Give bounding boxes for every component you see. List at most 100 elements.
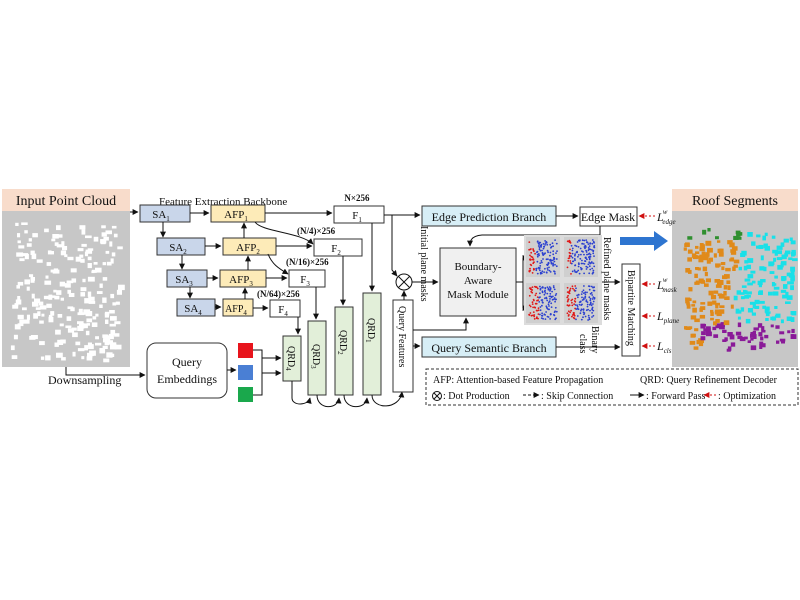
roof-point: [741, 250, 747, 256]
roof-point: [765, 312, 770, 317]
mask-point: [571, 249, 574, 252]
mask-point: [575, 318, 577, 321]
input-point: [77, 248, 84, 252]
input-point: [54, 242, 59, 246]
input-point: [64, 283, 71, 288]
roof-point: [702, 266, 708, 272]
mask-point: [555, 265, 558, 268]
mask-point: [584, 293, 587, 296]
input-point: [114, 321, 121, 325]
mask-point: [553, 260, 556, 263]
input-point: [59, 323, 64, 327]
afp-2-label: AFP: [236, 242, 256, 254]
roof-point: [710, 317, 714, 321]
input-point: [50, 251, 54, 255]
input-point: [105, 230, 112, 235]
input-point: [36, 259, 43, 263]
mask-point: [592, 300, 595, 303]
query-swatch-green: [238, 387, 253, 402]
roof-point: [747, 340, 751, 343]
mask-point: [545, 271, 548, 274]
mask-point: [528, 313, 530, 316]
query-features: Query Features: [392, 299, 414, 393]
input-point: [57, 314, 63, 318]
roof-point: [787, 330, 791, 334]
mask-point: [569, 311, 571, 314]
afp-3-label: AFP: [229, 274, 249, 286]
roof-point: [726, 348, 731, 352]
mask-point: [536, 316, 538, 319]
mask-point: [576, 270, 578, 273]
roof-point: [688, 269, 692, 274]
mask-point: [547, 261, 550, 264]
roof-point: [749, 301, 756, 305]
qrd2-to-qrd1-loop: [343, 394, 370, 408]
roof-point: [781, 276, 786, 282]
input-point: [56, 352, 63, 358]
mask-point: [533, 261, 535, 263]
mask-point: [543, 245, 545, 248]
roof-point: [725, 267, 731, 272]
mask-point: [581, 291, 584, 293]
mask-point: [539, 292, 541, 295]
mask-point: [547, 303, 550, 306]
mask-point: [535, 267, 538, 270]
roof-point: [685, 300, 690, 304]
bam-line3: Mask Module: [447, 289, 509, 301]
input-point: [15, 222, 19, 226]
roof-point: [757, 280, 763, 286]
mask-point: [585, 299, 588, 301]
loss-cls: Lcls: [656, 339, 672, 355]
input-point: [84, 298, 91, 304]
boundary-aware-mask-module: Boundary- Aware Mask Module: [439, 247, 517, 317]
mask-point: [568, 304, 571, 307]
input-point: [45, 355, 51, 361]
roof-point: [723, 291, 727, 296]
input-point: [24, 230, 28, 234]
edge-mask-label: Edge Mask: [581, 210, 635, 224]
mask-point: [590, 292, 593, 294]
roof-point: [700, 336, 706, 341]
input-point: [51, 238, 56, 242]
mask-point: [552, 286, 555, 289]
mask-point: [532, 258, 535, 261]
mask-point: [580, 253, 582, 256]
roof-point: [760, 344, 765, 347]
roof-point: [730, 257, 735, 262]
roof-point: [685, 297, 691, 301]
mask-point: [573, 269, 576, 272]
mask-point: [591, 249, 593, 251]
mask-point: [570, 299, 573, 302]
roof-point: [773, 257, 777, 262]
loss-edge: Lw edge: [656, 208, 676, 226]
mask-point: [549, 271, 552, 273]
input-point: [106, 352, 113, 358]
roof-point: [685, 326, 691, 330]
loss-edge-sub: edge: [662, 218, 675, 226]
input-point: [102, 277, 108, 281]
roof-point: [700, 279, 705, 283]
mask-point: [583, 243, 585, 245]
mask-point: [576, 294, 578, 297]
mask-point: [585, 300, 588, 303]
mask-point: [538, 254, 540, 257]
roof-point: [694, 281, 700, 285]
mask-point: [584, 295, 587, 298]
input-point: [13, 334, 18, 340]
mask-point: [580, 309, 582, 312]
roof-point: [752, 303, 756, 309]
mask-point: [574, 253, 576, 256]
input-point: [95, 267, 102, 273]
roof-point: [719, 309, 725, 314]
roof-point: [740, 296, 745, 300]
input-point: [17, 323, 24, 327]
roof-point: [729, 242, 735, 248]
roof-point: [730, 304, 734, 309]
input-point: [112, 302, 117, 306]
bipartite-label: Bipartite Matching: [625, 270, 636, 346]
loss-mask-sup: w: [663, 276, 668, 284]
roof-point: [765, 318, 769, 321]
roof-point: [707, 228, 711, 232]
roof-point: [773, 286, 780, 290]
roof-point: [759, 344, 763, 349]
